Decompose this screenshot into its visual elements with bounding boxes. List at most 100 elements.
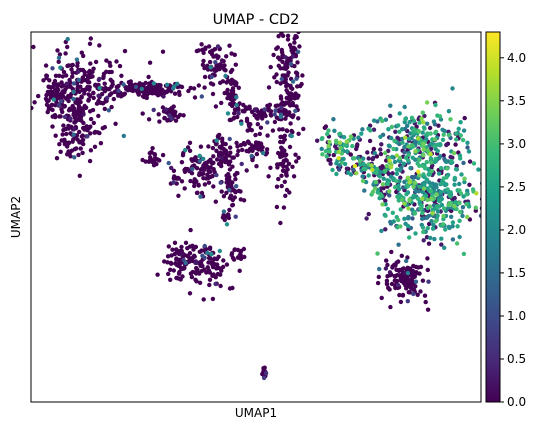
cell-point [46,98,51,103]
cell-point [348,134,354,139]
cell-point [398,224,403,229]
cell-point [152,87,157,92]
cell-point [101,86,106,92]
y-axis-label: UMAP2 [9,196,23,238]
cell-point [338,145,343,151]
cell-point [50,124,55,129]
cell-point [411,127,417,132]
cell-point [88,124,93,129]
cell-point [277,127,282,132]
cell-point [283,55,288,60]
cell-point [211,184,216,189]
cell-point [427,172,432,177]
cell-point [119,73,124,79]
cell-point [177,112,183,118]
cell-point [328,161,333,166]
cell-point [169,253,174,258]
cell-point [77,117,82,123]
cell-point [56,102,62,108]
cell-point [193,155,198,160]
cell-point [461,160,466,166]
cell-point [59,99,64,104]
cell-point [422,182,427,187]
cell-point [262,107,267,112]
cell-point [225,212,231,217]
cell-point [432,236,437,242]
cell-point [221,209,227,214]
cell-point [210,91,216,97]
cell-point [464,202,469,207]
cell-point [205,63,210,68]
cell-point [210,82,216,87]
cell-point [320,136,325,141]
cell-point [281,168,287,174]
cell-point [77,173,83,178]
cell-point [216,133,221,138]
cell-point [412,139,417,144]
cell-point [202,167,207,172]
cell-point [276,63,281,68]
cell-point [276,55,281,60]
cell-point [465,145,470,150]
cell-point [207,49,213,55]
cell-point [230,180,235,185]
cell-point [214,157,220,162]
cell-point [107,92,113,98]
cell-point [396,123,401,128]
cell-point [194,260,199,265]
cell-point [222,90,227,96]
cell-point [272,119,278,125]
cell-point [334,171,339,177]
cell-point [240,147,245,153]
cell-point [425,307,431,312]
cell-point [339,160,344,165]
cell-point [420,211,425,216]
cell-point [100,126,106,131]
cell-point [413,149,418,154]
cell-point [435,148,440,154]
cell-point [274,184,280,189]
cell-point [333,144,338,149]
cell-point [99,92,105,97]
cell-point [236,110,241,116]
cell-point [412,180,418,185]
cell-point [440,222,446,227]
cell-point [187,251,193,256]
cell-point [178,260,183,266]
cell-point [425,226,430,231]
cell-point [241,198,247,203]
cell-point [420,130,425,135]
cell-point [384,258,389,263]
cell-point [221,258,226,263]
cell-point [230,86,236,91]
cell-point [385,181,391,187]
cell-point [64,81,70,86]
cell-point [275,162,280,167]
cell-point [436,123,441,128]
cell-point [179,252,184,257]
cell-point [460,137,466,143]
cell-point [201,58,206,64]
cell-point [439,236,444,241]
cell-point [75,112,81,118]
cell-point [462,176,467,181]
cell-point [337,131,343,136]
cell-point [457,200,462,206]
cell-point [171,180,176,185]
cell-point [71,89,76,95]
cell-point [54,156,60,161]
cell-point [249,153,254,159]
cell-point [323,149,329,154]
cell-point [102,106,108,112]
cell-point [225,87,230,93]
cell-point [81,53,86,59]
cell-point [280,33,286,38]
cell-point [98,141,104,146]
cell-point [441,213,446,219]
cell-point [405,184,411,189]
cell-point [142,94,147,100]
cell-point [405,255,410,260]
cell-point [170,247,175,252]
cell-point [180,153,186,158]
cell-point [467,159,473,164]
